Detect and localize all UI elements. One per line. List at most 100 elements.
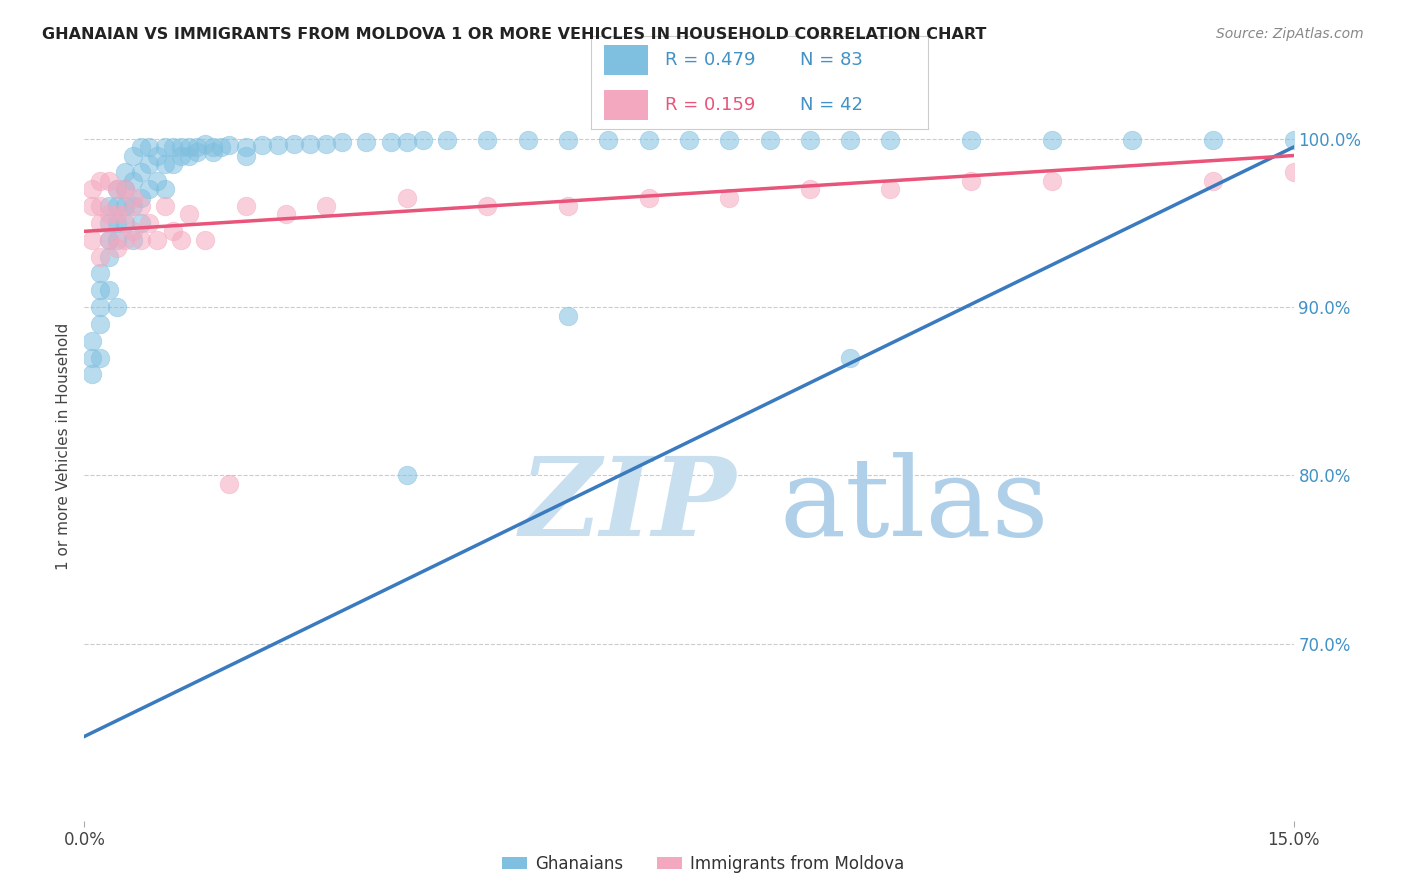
Point bbox=[89, 250, 111, 264]
Point bbox=[121, 191, 143, 205]
Point bbox=[146, 233, 169, 247]
Point bbox=[97, 283, 120, 297]
Point bbox=[218, 476, 240, 491]
Text: N = 83: N = 83 bbox=[800, 51, 863, 69]
Point bbox=[170, 148, 193, 162]
Point bbox=[97, 174, 120, 188]
Point bbox=[153, 140, 176, 154]
Point bbox=[839, 133, 862, 147]
Point bbox=[138, 157, 160, 171]
Point bbox=[162, 224, 184, 238]
Point bbox=[637, 133, 659, 147]
Point bbox=[89, 199, 111, 213]
Point bbox=[82, 199, 104, 213]
Point bbox=[330, 135, 353, 149]
Point bbox=[799, 182, 821, 196]
Point bbox=[121, 199, 143, 213]
Point bbox=[235, 148, 257, 162]
FancyBboxPatch shape bbox=[605, 90, 648, 120]
Text: atlas: atlas bbox=[780, 452, 1049, 559]
Text: ZIP: ZIP bbox=[520, 452, 737, 559]
Point bbox=[879, 182, 901, 196]
Point bbox=[82, 182, 104, 196]
Text: N = 42: N = 42 bbox=[800, 96, 863, 114]
Point bbox=[799, 133, 821, 147]
Point bbox=[170, 140, 193, 154]
Point bbox=[557, 133, 579, 147]
Point bbox=[395, 191, 418, 205]
Point bbox=[412, 133, 434, 147]
Point bbox=[153, 182, 176, 196]
Point bbox=[114, 182, 136, 196]
Point bbox=[179, 148, 201, 162]
Point bbox=[1040, 174, 1063, 188]
Point bbox=[1202, 174, 1225, 188]
Point bbox=[250, 138, 273, 153]
Text: R = 0.479: R = 0.479 bbox=[665, 51, 755, 69]
Point bbox=[114, 216, 136, 230]
Point bbox=[315, 136, 337, 151]
Point bbox=[129, 216, 152, 230]
Point bbox=[89, 283, 111, 297]
Point bbox=[82, 368, 104, 382]
Point bbox=[82, 233, 104, 247]
Point bbox=[121, 148, 143, 162]
Point bbox=[202, 145, 225, 160]
Point bbox=[235, 140, 257, 154]
Point bbox=[960, 174, 983, 188]
Point bbox=[121, 174, 143, 188]
Point bbox=[557, 309, 579, 323]
Point bbox=[315, 199, 337, 213]
Point bbox=[162, 140, 184, 154]
Point bbox=[105, 233, 128, 247]
FancyBboxPatch shape bbox=[605, 45, 648, 75]
Point bbox=[105, 182, 128, 196]
Point bbox=[89, 216, 111, 230]
Point bbox=[179, 140, 201, 154]
Point bbox=[162, 157, 184, 171]
Point bbox=[186, 140, 208, 154]
Point bbox=[146, 148, 169, 162]
Point bbox=[138, 216, 160, 230]
Legend: Ghanaians, Immigrants from Moldova: Ghanaians, Immigrants from Moldova bbox=[495, 848, 911, 880]
Point bbox=[235, 199, 257, 213]
Point bbox=[1040, 133, 1063, 147]
Point bbox=[557, 199, 579, 213]
Point bbox=[299, 136, 322, 151]
Point bbox=[97, 250, 120, 264]
Point bbox=[82, 334, 104, 348]
Point bbox=[678, 133, 700, 147]
Text: Source: ZipAtlas.com: Source: ZipAtlas.com bbox=[1216, 27, 1364, 41]
Point bbox=[153, 199, 176, 213]
Point bbox=[97, 216, 120, 230]
Point bbox=[637, 191, 659, 205]
Point bbox=[194, 136, 217, 151]
Point bbox=[105, 216, 128, 230]
Point bbox=[89, 300, 111, 314]
Point bbox=[129, 140, 152, 154]
Point bbox=[395, 468, 418, 483]
Point bbox=[89, 267, 111, 281]
Point bbox=[105, 300, 128, 314]
Point bbox=[89, 317, 111, 331]
Point bbox=[105, 182, 128, 196]
Point bbox=[960, 133, 983, 147]
Point bbox=[436, 133, 458, 147]
Point bbox=[218, 138, 240, 153]
Point bbox=[598, 133, 620, 147]
Point bbox=[82, 351, 104, 365]
Point bbox=[114, 199, 136, 213]
Point bbox=[114, 165, 136, 179]
Point bbox=[274, 207, 297, 221]
Point bbox=[105, 207, 128, 221]
Point bbox=[138, 140, 160, 154]
Point bbox=[1121, 133, 1143, 147]
Text: R = 0.159: R = 0.159 bbox=[665, 96, 755, 114]
Point bbox=[179, 207, 201, 221]
Point bbox=[129, 165, 152, 179]
Point bbox=[356, 135, 378, 149]
Point bbox=[114, 182, 136, 196]
Point bbox=[395, 135, 418, 149]
Point bbox=[114, 233, 136, 247]
Point bbox=[718, 133, 741, 147]
